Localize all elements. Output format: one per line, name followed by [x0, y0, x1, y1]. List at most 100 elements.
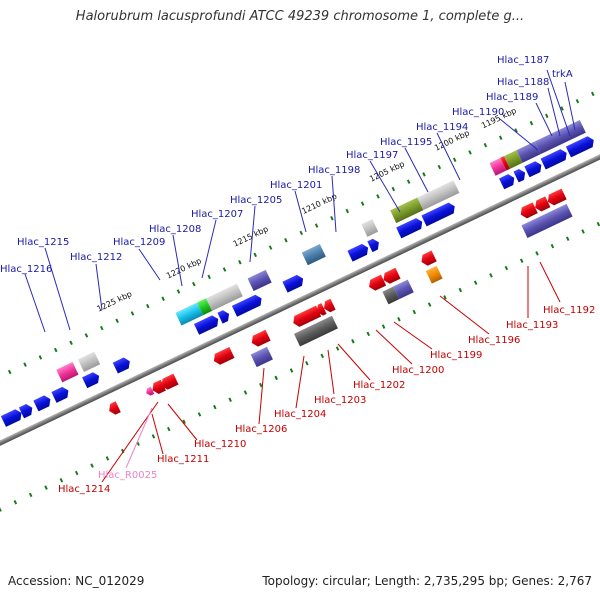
gene-arrow[interactable] — [533, 196, 551, 213]
gene-label[interactable]: Hlac_1193 — [506, 320, 558, 331]
gene-label[interactable]: Hlac_1189 — [486, 92, 538, 103]
gene-box[interactable] — [393, 279, 414, 300]
gene-arrow[interactable] — [499, 172, 517, 190]
gene-arrow[interactable] — [231, 293, 264, 317]
gene-arrow[interactable] — [419, 250, 437, 268]
gene-arrow[interactable] — [518, 202, 538, 220]
gene-box[interactable] — [175, 302, 204, 326]
scale-dash — [38, 355, 43, 360]
gene-arrow[interactable] — [396, 216, 425, 239]
gene-box[interactable] — [361, 219, 379, 237]
gene-label[interactable]: Hlac_1198 — [308, 165, 360, 176]
gene-label[interactable]: Hlac_1187 — [497, 55, 549, 66]
gene-box[interactable] — [417, 180, 460, 211]
gene-box[interactable] — [521, 203, 573, 239]
rna-gene-arrow[interactable] — [144, 386, 155, 397]
gene-label[interactable]: Hlac_1194 — [416, 122, 468, 133]
gene-arrow[interactable] — [421, 201, 457, 227]
gene-box[interactable] — [534, 120, 586, 155]
gene-label[interactable]: Hlac_1199 — [430, 350, 482, 361]
scale-dash — [320, 353, 324, 359]
scale-dash — [228, 397, 232, 403]
gene-arrow[interactable] — [381, 267, 401, 286]
gene-arrow[interactable] — [321, 298, 336, 314]
gene-label[interactable]: Hlac_1216 — [0, 264, 52, 275]
gene-label[interactable]: Hlac_1202 — [353, 380, 405, 391]
gene-label[interactable]: Hlac_1201 — [270, 180, 322, 191]
gene-arrow[interactable] — [347, 242, 370, 262]
gene-box[interactable] — [56, 361, 79, 383]
gene-arrow[interactable] — [524, 160, 544, 178]
gene-label[interactable]: Hlac_1205 — [230, 195, 282, 206]
gene-arrow[interactable] — [193, 314, 221, 335]
gene-label[interactable]: Hlac_1214 — [58, 484, 110, 495]
gene-box[interactable] — [425, 265, 443, 284]
gene-arrow[interactable] — [565, 135, 596, 158]
gene-arrow[interactable] — [545, 188, 567, 208]
gene-arrow[interactable] — [211, 346, 235, 366]
scale-dash — [274, 375, 278, 381]
scale-dash — [519, 258, 524, 263]
gene-label[interactable]: Hlac_1192 — [543, 305, 595, 316]
gene-box[interactable] — [503, 150, 523, 169]
gene-box[interactable] — [489, 157, 507, 176]
gene-label[interactable]: Hlac_1196 — [468, 335, 520, 346]
gene-box[interactable] — [294, 315, 338, 347]
gene-label[interactable]: Hlac_1208 — [149, 224, 201, 235]
gene-label[interactable]: Hlac_1209 — [113, 237, 165, 248]
gene-arrow[interactable] — [291, 305, 322, 329]
gene-label[interactable]: Hlac_1197 — [346, 150, 398, 161]
gene-box[interactable] — [247, 269, 272, 292]
gene-arrow[interactable] — [513, 167, 528, 183]
gene-arrow[interactable] — [540, 147, 570, 170]
gene-box[interactable] — [390, 197, 424, 224]
gene-label[interactable]: Hlac_1188 — [497, 77, 549, 88]
gene-arrow[interactable] — [51, 385, 71, 403]
gene-box[interactable] — [77, 351, 101, 373]
scale-dash — [146, 303, 150, 309]
scale-dash — [207, 274, 211, 280]
gene-label[interactable]: Hlac_1206 — [235, 424, 287, 435]
gene-label[interactable]: Hlac_1215 — [17, 237, 69, 248]
gene-arrow[interactable] — [282, 273, 305, 293]
gene-label[interactable]: Hlac_1211 — [157, 454, 209, 465]
gene-label[interactable]: trkA — [552, 69, 573, 80]
gene-arrow[interactable] — [314, 303, 327, 317]
gene-arrow[interactable] — [217, 308, 231, 324]
gene-label[interactable]: Hlac_1203 — [314, 395, 366, 406]
gene-arrow[interactable] — [18, 402, 35, 419]
gene-arrow[interactable] — [0, 407, 24, 427]
scale-dash — [105, 456, 110, 461]
scale-dash — [74, 470, 79, 476]
scale-dash — [498, 135, 503, 141]
gene-arrow[interactable] — [112, 356, 133, 374]
gene-arrow[interactable] — [33, 394, 53, 412]
gene-arrow[interactable] — [249, 329, 271, 349]
scale-dash — [437, 164, 442, 170]
scale-dash — [182, 419, 186, 424]
gene-label[interactable]: Hlac_1210 — [194, 439, 246, 450]
gene-box[interactable] — [206, 283, 243, 311]
gene-box[interactable] — [197, 298, 213, 316]
gene-arrow[interactable] — [150, 379, 166, 396]
gene-arrow[interactable] — [367, 274, 387, 293]
gene-arrow[interactable] — [82, 370, 102, 389]
scale-dash — [376, 194, 380, 199]
scale-dash — [391, 186, 396, 192]
gene-label[interactable]: Hlac_1207 — [191, 209, 243, 220]
gene-arrow[interactable] — [107, 401, 121, 416]
gene-box[interactable] — [250, 346, 273, 368]
gene-label[interactable]: Hlac_1204 — [274, 409, 326, 420]
gene-label[interactable]: Hlac_1190 — [452, 107, 504, 118]
gene-box[interactable] — [500, 156, 510, 171]
gene-box[interactable] — [382, 286, 400, 305]
gene-label[interactable]: Hlac_1200 — [392, 365, 444, 376]
gene-label[interactable]: Hlac_1212 — [70, 252, 122, 263]
scale-tick-label: 1210 kbp — [300, 192, 338, 216]
rna-gene-label[interactable]: Hlac_R0025 — [98, 470, 157, 481]
gene-label[interactable]: Hlac_1195 — [380, 137, 432, 148]
gene-arrow[interactable] — [367, 237, 381, 253]
scale-dash — [591, 91, 595, 97]
gene-arrow[interactable] — [159, 373, 179, 392]
gene-box[interactable] — [301, 244, 326, 266]
